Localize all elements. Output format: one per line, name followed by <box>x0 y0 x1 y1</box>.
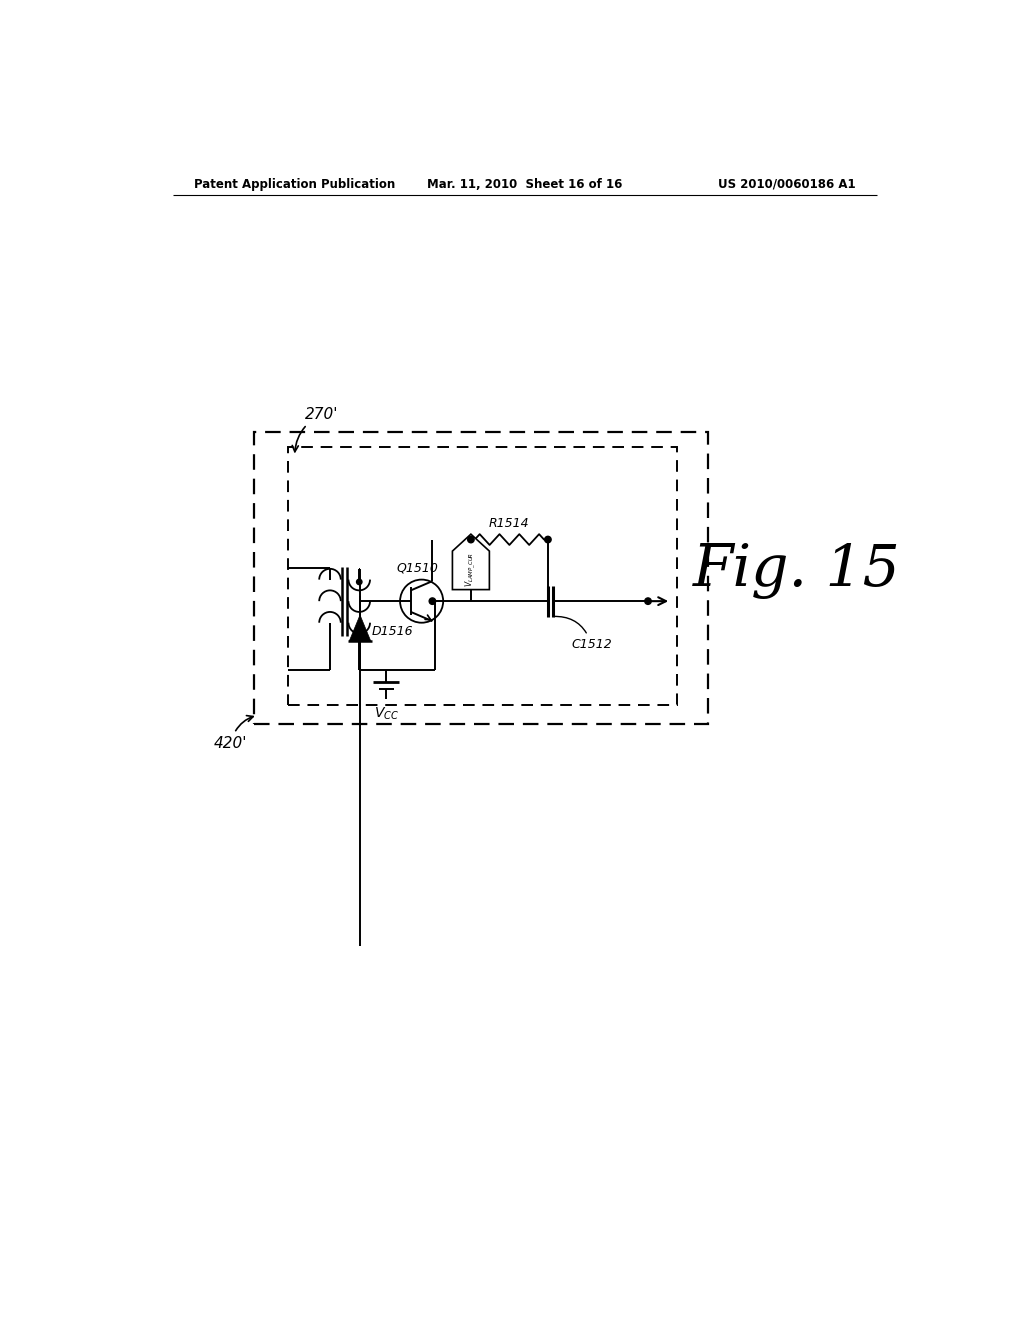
Polygon shape <box>349 615 371 642</box>
Circle shape <box>468 536 474 543</box>
Circle shape <box>645 598 651 605</box>
Text: US 2010/0060186 A1: US 2010/0060186 A1 <box>718 178 856 190</box>
Text: Fig. 15: Fig. 15 <box>692 543 900 598</box>
Text: $V_{LAMP\_CUR}$: $V_{LAMP\_CUR}$ <box>464 552 478 586</box>
Text: Patent Application Publication: Patent Application Publication <box>194 178 395 190</box>
Circle shape <box>545 536 551 543</box>
Text: 270': 270' <box>292 407 338 451</box>
Text: Mar. 11, 2010  Sheet 16 of 16: Mar. 11, 2010 Sheet 16 of 16 <box>427 178 623 190</box>
Text: C1512: C1512 <box>553 616 611 651</box>
Text: R1514: R1514 <box>489 517 529 531</box>
Bar <box>289 447 677 705</box>
Text: Q1510: Q1510 <box>397 561 438 574</box>
Text: D1516: D1516 <box>372 626 414 639</box>
Text: $V_{CC}$: $V_{CC}$ <box>374 705 398 722</box>
Bar <box>254 432 708 725</box>
Text: 420': 420' <box>214 715 253 751</box>
Circle shape <box>356 579 361 585</box>
Circle shape <box>429 598 435 605</box>
Polygon shape <box>453 535 489 590</box>
